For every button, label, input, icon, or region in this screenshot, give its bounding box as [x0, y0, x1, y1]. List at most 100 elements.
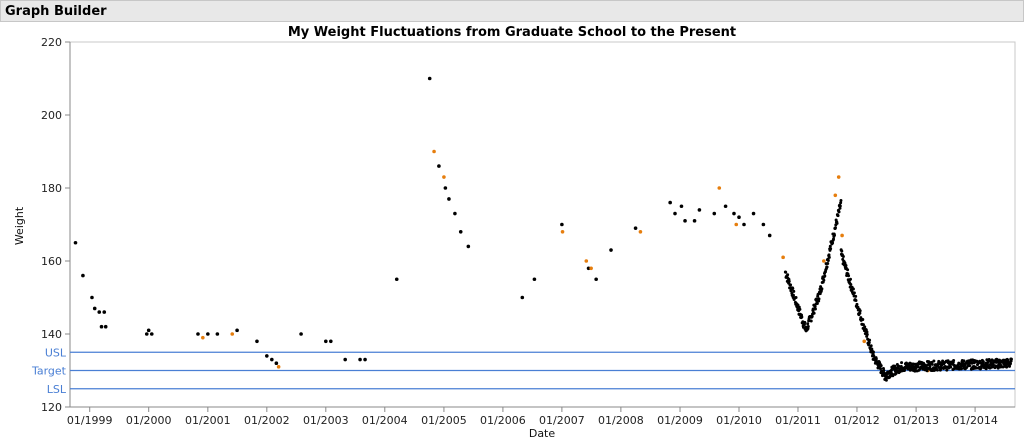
data-point	[92, 306, 97, 311]
data-point	[996, 366, 1000, 370]
data-point	[840, 233, 844, 238]
data-point	[810, 315, 814, 319]
data-point	[466, 244, 471, 249]
data-point	[638, 230, 643, 234]
x-tick-label: 01/2010	[716, 414, 762, 427]
data-point	[849, 283, 853, 287]
x-tick-label: 01/2008	[598, 414, 644, 427]
x-axis-title: Date	[529, 427, 556, 440]
data-point	[1008, 362, 1012, 366]
data-point	[817, 297, 821, 301]
data-point	[837, 210, 841, 214]
data-point	[838, 204, 842, 208]
data-point	[930, 362, 934, 366]
data-point	[932, 359, 936, 363]
reference-lines: USL Target LSL	[31, 346, 1015, 396]
data-point	[437, 164, 441, 168]
data-point	[813, 307, 817, 311]
data-point	[874, 357, 878, 361]
data-point	[822, 259, 826, 263]
data-point	[829, 247, 833, 251]
data-point	[584, 259, 589, 263]
data-point	[673, 211, 677, 216]
data-point	[798, 307, 802, 311]
data-point	[329, 339, 333, 344]
data-point	[833, 193, 838, 198]
data-point	[594, 277, 598, 282]
data-point	[520, 295, 525, 300]
data-point	[144, 332, 149, 336]
data-point	[832, 233, 836, 237]
data-point	[196, 332, 200, 336]
data-point	[871, 350, 875, 354]
data-point	[806, 322, 810, 326]
y-tick-label: 220	[41, 36, 62, 49]
data-point	[692, 219, 697, 223]
data-point	[959, 367, 963, 371]
data-point	[358, 357, 362, 362]
data-point	[925, 369, 929, 373]
data-point	[841, 254, 845, 258]
data-point	[974, 366, 978, 370]
data-point	[819, 285, 823, 289]
data-point	[97, 310, 102, 314]
data-point	[823, 274, 827, 278]
data-point	[442, 175, 446, 179]
data-point	[270, 357, 274, 362]
data-point	[792, 289, 796, 293]
data-point	[865, 332, 869, 336]
data-point	[265, 354, 269, 358]
data-point	[589, 266, 593, 271]
data-point	[786, 273, 790, 277]
data-point	[854, 294, 858, 298]
data-point	[863, 325, 867, 329]
data-point	[847, 274, 851, 278]
data-point	[862, 339, 867, 344]
y-axis-title: Weight	[13, 206, 26, 245]
y-tick-label: 200	[41, 109, 62, 122]
data-point	[803, 320, 807, 324]
data-point	[1008, 364, 1012, 368]
data-point	[867, 341, 871, 345]
data-point	[831, 241, 835, 245]
data-point	[868, 338, 872, 342]
data-point	[363, 357, 367, 362]
data-point	[855, 302, 859, 306]
data-point	[274, 361, 279, 366]
data-point	[900, 361, 904, 365]
data-point	[560, 230, 565, 234]
data-point	[732, 211, 736, 216]
y-axis: 120 140 160 180 200 220	[41, 36, 70, 414]
data-point	[809, 319, 813, 323]
x-tick-label: 01/2002	[244, 414, 290, 427]
data-point	[861, 323, 865, 327]
data-point	[432, 149, 436, 154]
data-point	[825, 265, 829, 269]
x-tick-label: 01/2007	[539, 414, 585, 427]
window-title: Graph Builder	[5, 3, 107, 19]
data-point	[1005, 365, 1009, 369]
data-point	[668, 200, 672, 205]
data-point	[761, 222, 766, 227]
data-point	[560, 222, 564, 227]
data-point	[102, 310, 107, 314]
x-tick-label: 01/2004	[362, 414, 408, 427]
data-point	[935, 368, 939, 372]
y-tick-label: 140	[41, 328, 62, 341]
data-point	[767, 233, 772, 238]
data-point	[796, 303, 800, 307]
data-point	[812, 311, 816, 315]
data-point	[826, 261, 830, 265]
data-point	[343, 357, 347, 362]
data-point	[891, 374, 895, 378]
x-tick-label: 01/2005	[421, 414, 467, 427]
data-point	[839, 199, 843, 203]
data-point	[201, 335, 205, 340]
x-tick-label: 01/2011	[775, 414, 821, 427]
data-point	[609, 248, 613, 252]
data-point	[781, 255, 785, 260]
x-tick-label: 01/2012	[834, 414, 880, 427]
data-point	[99, 324, 104, 329]
data-point	[894, 372, 898, 376]
data-point	[928, 365, 932, 369]
